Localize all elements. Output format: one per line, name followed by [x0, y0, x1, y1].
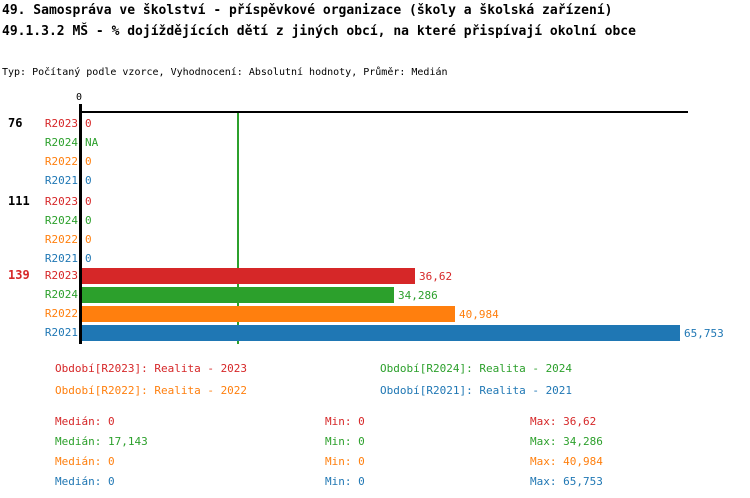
stat-median: Medián: 0 [55, 455, 115, 468]
value-label: 0 [85, 233, 92, 246]
median-reference-line [237, 113, 239, 344]
group-label: 111 [8, 194, 30, 208]
bar-value-label: 65,753 [684, 327, 724, 340]
stat-max: Max: 40,984 [530, 455, 603, 468]
value-label: 0 [85, 117, 92, 130]
stat-min: Min: 0 [325, 415, 365, 428]
series-row-label: R2024 [44, 136, 78, 149]
value-label: 0 [85, 155, 92, 168]
series-row-label: R2021 [44, 252, 78, 265]
series-row-label: R2022 [44, 155, 78, 168]
bar [82, 268, 415, 284]
series-row-label: R2022 [44, 307, 78, 320]
bar [82, 325, 680, 341]
legend-item-r2021: Období[R2021]: Realita - 2021 [380, 384, 573, 397]
series-row-label: R2024 [44, 214, 78, 227]
series-row-label: R2021 [44, 326, 78, 339]
value-label: 0 [85, 195, 92, 208]
stat-median: Medián: 17,143 [55, 435, 148, 448]
value-label: 0 [85, 214, 92, 227]
stat-min: Min: 0 [325, 475, 365, 488]
stat-max: Max: 65,753 [530, 475, 603, 488]
stat-min: Min: 0 [325, 455, 365, 468]
series-row-label: R2023 [44, 269, 78, 282]
series-row-label: R2023 [44, 195, 78, 208]
series-row-label: R2023 [44, 117, 78, 130]
page-title-line-2: 49.1.3.2 MŠ - % dojíždějících dětí z jin… [2, 24, 636, 39]
bar-value-label: 34,286 [398, 289, 438, 302]
bar [82, 306, 455, 322]
bar [82, 287, 394, 303]
stat-max: Max: 34,286 [530, 435, 603, 448]
value-label: 0 [85, 252, 92, 265]
stat-median: Medián: 0 [55, 475, 115, 488]
stat-median: Medián: 0 [55, 415, 115, 428]
y-axis-line [79, 104, 82, 344]
legend-item-r2024: Období[R2024]: Realita - 2024 [380, 362, 573, 375]
stat-max: Max: 36,62 [530, 415, 597, 428]
group-label: 139 [8, 268, 30, 282]
series-row-label: R2022 [44, 233, 78, 246]
page-title-line-1: 49. Samospráva ve školství - příspěvkové… [2, 3, 613, 18]
bar-chart: 0 76 R2023 0 R2024 NA R2022 0 R2021 0 111 R2023 0 R2… [0, 88, 750, 348]
series-row-label: R2024 [44, 288, 78, 301]
bar-value-label: 40,984 [459, 308, 499, 321]
legend-item-r2022: Období[R2022]: Realita - 2022 [55, 384, 248, 397]
legend-item-r2023: Období[R2023]: Realita - 2023 [55, 362, 248, 375]
x-axis-line [79, 111, 688, 113]
stat-min: Min: 0 [325, 435, 365, 448]
bar-value-label: 36,62 [419, 270, 453, 283]
value-label: NA [85, 136, 99, 149]
group-label: 76 [8, 116, 23, 130]
value-label: 0 [85, 174, 92, 187]
series-row-label: R2021 [44, 174, 78, 187]
x-axis-zero-tick-label: 0 [75, 92, 83, 103]
chart-meta-line: Typ: Počítaný podle vzorce, Vyhodnocení:… [2, 67, 448, 78]
